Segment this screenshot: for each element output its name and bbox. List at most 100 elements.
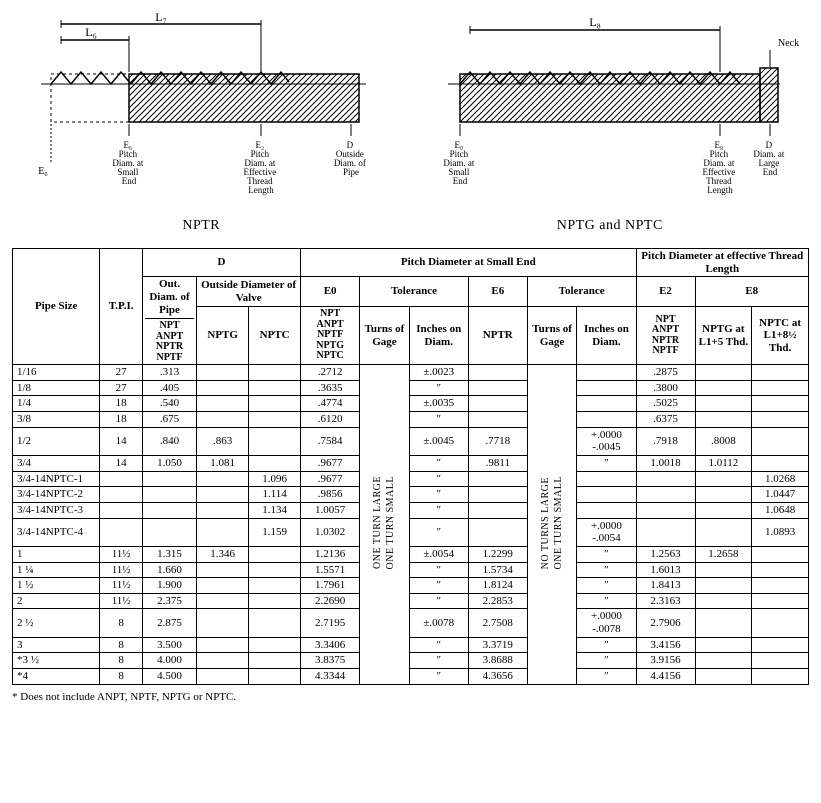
cell [197, 578, 249, 594]
cell [636, 487, 695, 503]
cell [468, 471, 527, 487]
cell [695, 518, 752, 546]
svg-text:D Diam. at Lar: D Diam. at Large End [753, 140, 786, 177]
cell: .7918 [636, 427, 695, 455]
cell: ±.0054 [409, 546, 468, 562]
cell [197, 471, 249, 487]
cell: 2.2690 [301, 593, 360, 609]
cell: .3800 [636, 380, 695, 396]
cell: .2712 [301, 365, 360, 381]
cell: 3.8375 [301, 653, 360, 669]
cell: 1.096 [249, 471, 301, 487]
cell: 3.8688 [468, 653, 527, 669]
th-tpi: T.P.I. [100, 249, 143, 365]
cell [752, 412, 809, 428]
cell: +.0000-.0045 [577, 427, 636, 455]
th-D: D [142, 249, 300, 277]
cell: 1.8413 [636, 578, 695, 594]
cell: ″ [409, 562, 468, 578]
lbl-out-diam: Out. Diam. of Pipe [149, 278, 189, 315]
cell: 11½ [100, 546, 143, 562]
table-row: 3/4-14NPTC-31.1341.0057″1.0648 [13, 502, 809, 518]
cell: ″ [409, 637, 468, 653]
cell: 2.375 [142, 593, 196, 609]
table-row: 3/4-14NPTC-21.114.9856″1.0447 [13, 487, 809, 503]
th-od-valve: Outside Diameter of Valve [197, 277, 301, 307]
cell: 3 [13, 637, 100, 653]
table-body: 1/1627.313.2712ONE TURN LARGEONE TURN SM… [13, 365, 809, 684]
table-row: 3/818.675.6120″.6375 [13, 412, 809, 428]
cell [695, 365, 752, 381]
cell [100, 518, 143, 546]
cell [468, 396, 527, 412]
cell [249, 427, 301, 455]
cell [468, 365, 527, 381]
cell: 1.0057 [301, 502, 360, 518]
cell [100, 502, 143, 518]
cell: 1.114 [249, 487, 301, 503]
cell [752, 637, 809, 653]
turns-of-gage-e0: ONE TURN LARGEONE TURN SMALL [360, 365, 410, 684]
table-row: 1/827.405.3635″.3800 [13, 380, 809, 396]
cell [197, 637, 249, 653]
cell: .313 [142, 365, 196, 381]
cell [636, 502, 695, 518]
cell: ″ [577, 546, 636, 562]
cell: 3.4156 [636, 637, 695, 653]
cell: 1.081 [197, 456, 249, 472]
cell: +.0000-.0054 [577, 518, 636, 546]
table-row: 3/4141.0501.081.9677″.9811″1.00181.0112 [13, 456, 809, 472]
table-row: 2 ½82.8752.7195±.00782.7508+.0000-.00782… [13, 609, 809, 637]
caption-nptg-nptc: NPTG and NPTC [557, 218, 663, 234]
th-e6: E6 [468, 277, 527, 307]
th-tol2: Tolerance [527, 277, 636, 307]
cell: 1.315 [142, 546, 196, 562]
diagrams-row: L₆ L₇ E₀ E₆ Pitch Diam. at Small End [12, 12, 809, 234]
table-row: 383.5003.3406″3.3719″3.4156 [13, 637, 809, 653]
cell: .4774 [301, 396, 360, 412]
cell [468, 502, 527, 518]
cell: 8 [100, 637, 143, 653]
cell: ″ [409, 487, 468, 503]
cell: 1.2658 [695, 546, 752, 562]
svg-text:L₈: L₈ [589, 15, 601, 29]
cell: .540 [142, 396, 196, 412]
svg-text:E₂ Pitch Diam.: E₂ Pitch Diam. at Effective Thread Lengt… [244, 140, 279, 195]
cell: ±.0035 [409, 396, 468, 412]
cell: 1.2299 [468, 546, 527, 562]
table-row: 1/418.540.4774±.0035.5025 [13, 396, 809, 412]
cell [752, 456, 809, 472]
cell: ″ [409, 593, 468, 609]
cell [197, 593, 249, 609]
cell: 2 ½ [13, 609, 100, 637]
th-nptg-at: NPTG at L1+5 Thd. [695, 306, 752, 364]
cell: 1/8 [13, 380, 100, 396]
table-row: 211½2.3752.2690″2.2853″2.3163 [13, 593, 809, 609]
cell [577, 396, 636, 412]
cell: 8 [100, 669, 143, 685]
th-nptc-at: NPTC at L1+8½ Thd. [752, 306, 809, 364]
cell: .6120 [301, 412, 360, 428]
cell [468, 518, 527, 546]
cell [197, 380, 249, 396]
cell: ″ [409, 380, 468, 396]
cell [249, 562, 301, 578]
cell: ″ [409, 578, 468, 594]
cell [752, 427, 809, 455]
cell: ″ [409, 456, 468, 472]
cell [695, 562, 752, 578]
cell [249, 637, 301, 653]
cell [752, 578, 809, 594]
cell: .2875 [636, 365, 695, 381]
svg-text:D Outside Diam: D Outside Diam. of Pipe [334, 140, 368, 177]
cell: 1 ¼ [13, 562, 100, 578]
cell: 1 ½ [13, 578, 100, 594]
svg-text:E₆ Pitch Diam.: E₆ Pitch Diam. at Small End [113, 140, 146, 186]
cell [249, 365, 301, 381]
table-row: *484.5004.3344″4.3656″4.4156 [13, 669, 809, 685]
cell [249, 609, 301, 637]
cell [752, 653, 809, 669]
cell [249, 653, 301, 669]
th-e2: E2 [636, 277, 695, 307]
cell: .6375 [636, 412, 695, 428]
